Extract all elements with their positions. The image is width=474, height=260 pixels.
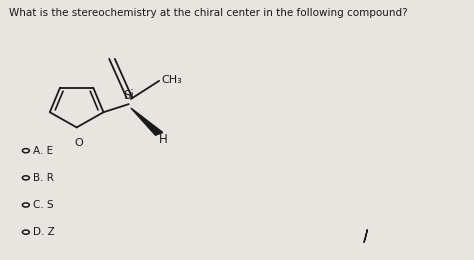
Text: D. Z: D. Z — [33, 227, 55, 237]
Text: O: O — [74, 138, 83, 148]
Polygon shape — [131, 108, 163, 135]
Text: What is the stereochemistry at the chiral center in the following compound?: What is the stereochemistry at the chira… — [9, 9, 408, 18]
Text: CH₃: CH₃ — [161, 75, 182, 84]
Polygon shape — [364, 230, 367, 243]
Text: Si: Si — [123, 89, 134, 102]
Text: A. E: A. E — [33, 146, 54, 156]
Text: B. R: B. R — [33, 173, 54, 183]
Text: C. S: C. S — [33, 200, 54, 210]
Text: H: H — [159, 133, 168, 146]
